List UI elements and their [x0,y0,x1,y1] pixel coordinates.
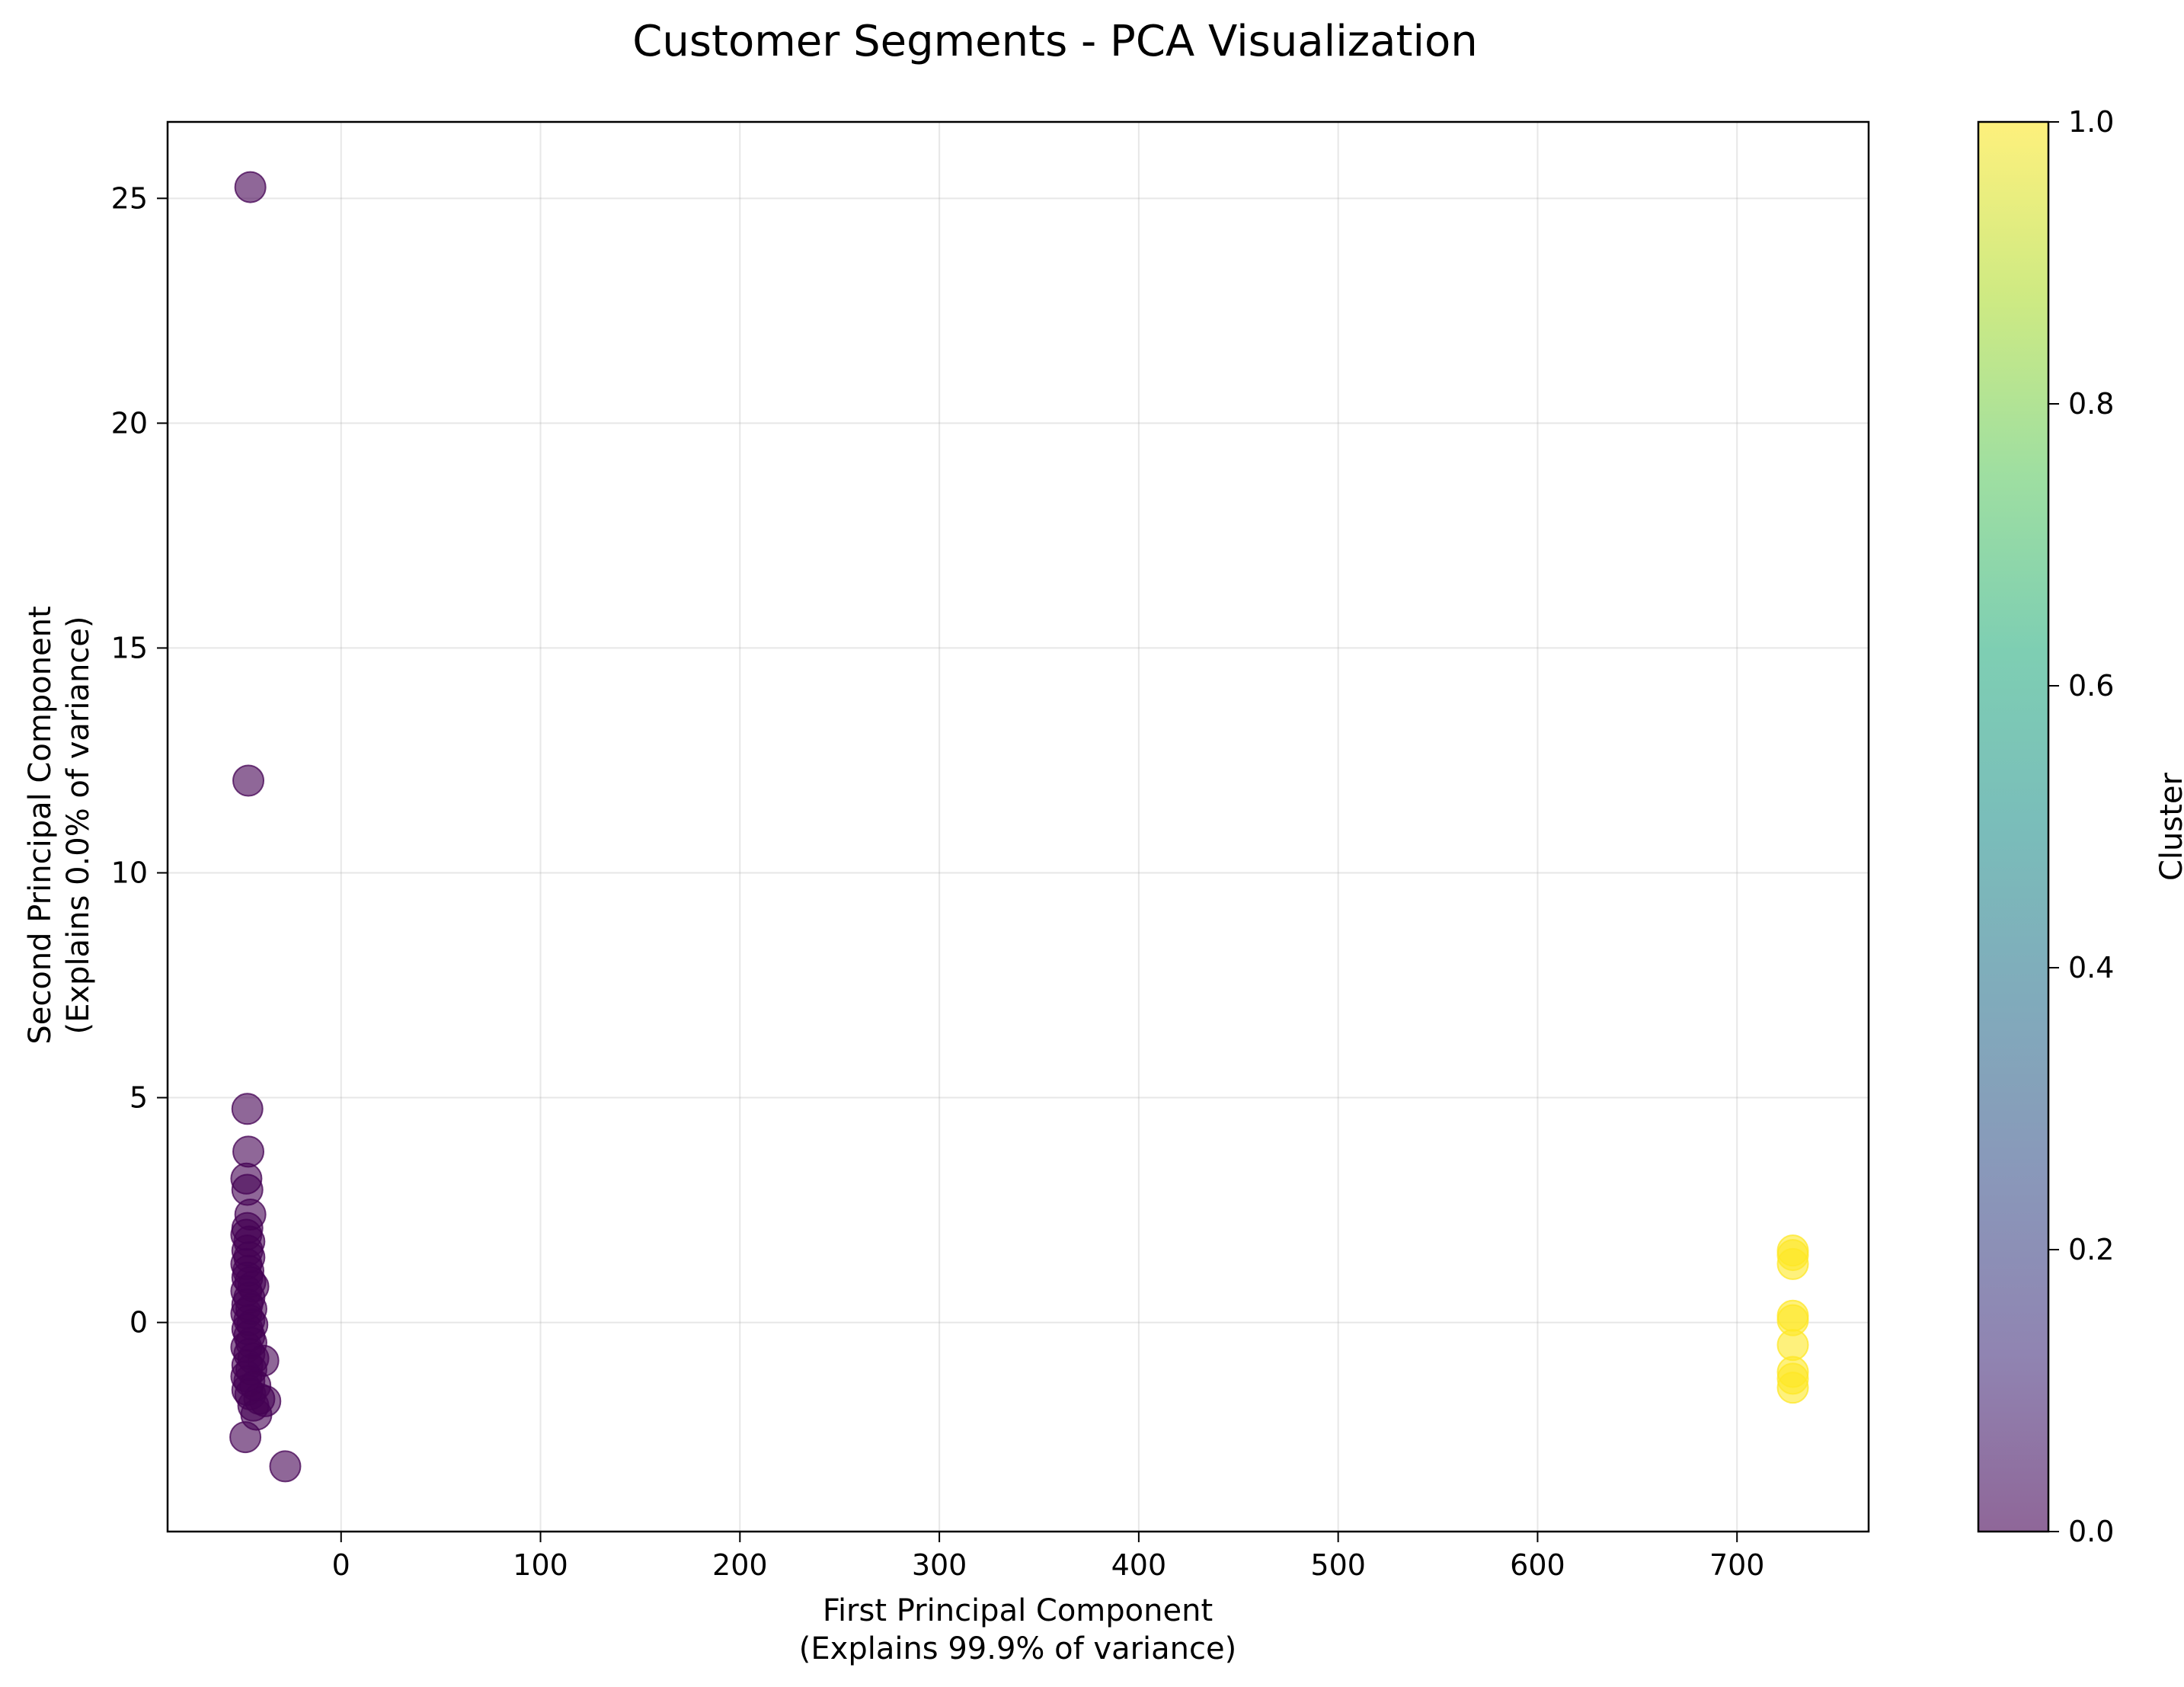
x-tick-label: 600 [1510,1548,1565,1582]
x-tick-label: 200 [712,1548,768,1582]
y-axis-label-line-1: Second Principal Component [23,606,58,1044]
colorbar-tick-label: 1.0 [2068,105,2114,139]
colorbar-label: Cluster [2154,772,2184,881]
scatter-point-cluster-0 [234,171,267,203]
x-axis-ticks: 0 100 200 300 400 500 600 700 [332,1532,1765,1582]
x-tick-label: 300 [912,1548,967,1582]
scatter-point-cluster-0 [229,1421,262,1454]
y-tick-label: 20 [111,406,148,440]
colorbar-tick-label: 0.8 [2068,387,2114,421]
x-tick-label: 700 [1709,1548,1765,1582]
y-tick-label: 0 [130,1306,148,1340]
scatter-point-cluster-0 [231,1093,264,1125]
chart-title: Customer Segments - PCA Visualization [632,17,1478,66]
y-axis-label-line-2: (Explains 0.0% of variance) [61,616,96,1034]
plot-frame [166,120,1870,1533]
colorbar-ticks: 0.0 0.2 0.4 0.6 0.8 1.0 [2048,105,2114,1548]
scatter-point-cluster-1 [1776,1329,1809,1362]
x-axis-label-line-2: (Explains 99.9% of variance) [799,1631,1236,1666]
scatter-point-cluster-0 [232,764,265,797]
x-tick-label: 0 [332,1548,350,1582]
scatter-point-cluster-0 [232,1135,265,1168]
y-tick-label: 5 [130,1081,148,1115]
y-tick-label: 15 [111,631,148,664]
scatter-point-cluster-1 [1776,1247,1809,1280]
colorbar-tick-label: 0.0 [2068,1515,2114,1548]
colorbar-tick-label: 0.2 [2068,1233,2114,1266]
x-tick-label: 500 [1310,1548,1366,1582]
colorbar: 0.0 0.2 0.4 0.6 0.8 1.0 Cluster [1977,105,2184,1548]
y-axis-ticks: 0 5 10 15 20 25 [111,181,168,1340]
points-layer [229,171,1809,1483]
x-tick-label: 100 [513,1548,568,1582]
scatter-point-cluster-1 [1776,1372,1809,1404]
x-axis-label-line-1: First Principal Component [823,1593,1213,1628]
grid-layer [168,122,1869,1532]
colorbar-tick-label: 0.6 [2068,669,2114,703]
colorbar-gradient [1977,120,2050,1533]
y-tick-label: 10 [111,856,148,889]
colorbar-tick-label: 0.4 [2068,951,2114,984]
y-tick-label: 25 [111,181,148,215]
x-tick-label: 400 [1111,1548,1167,1582]
scatter-point-cluster-0 [269,1450,302,1483]
